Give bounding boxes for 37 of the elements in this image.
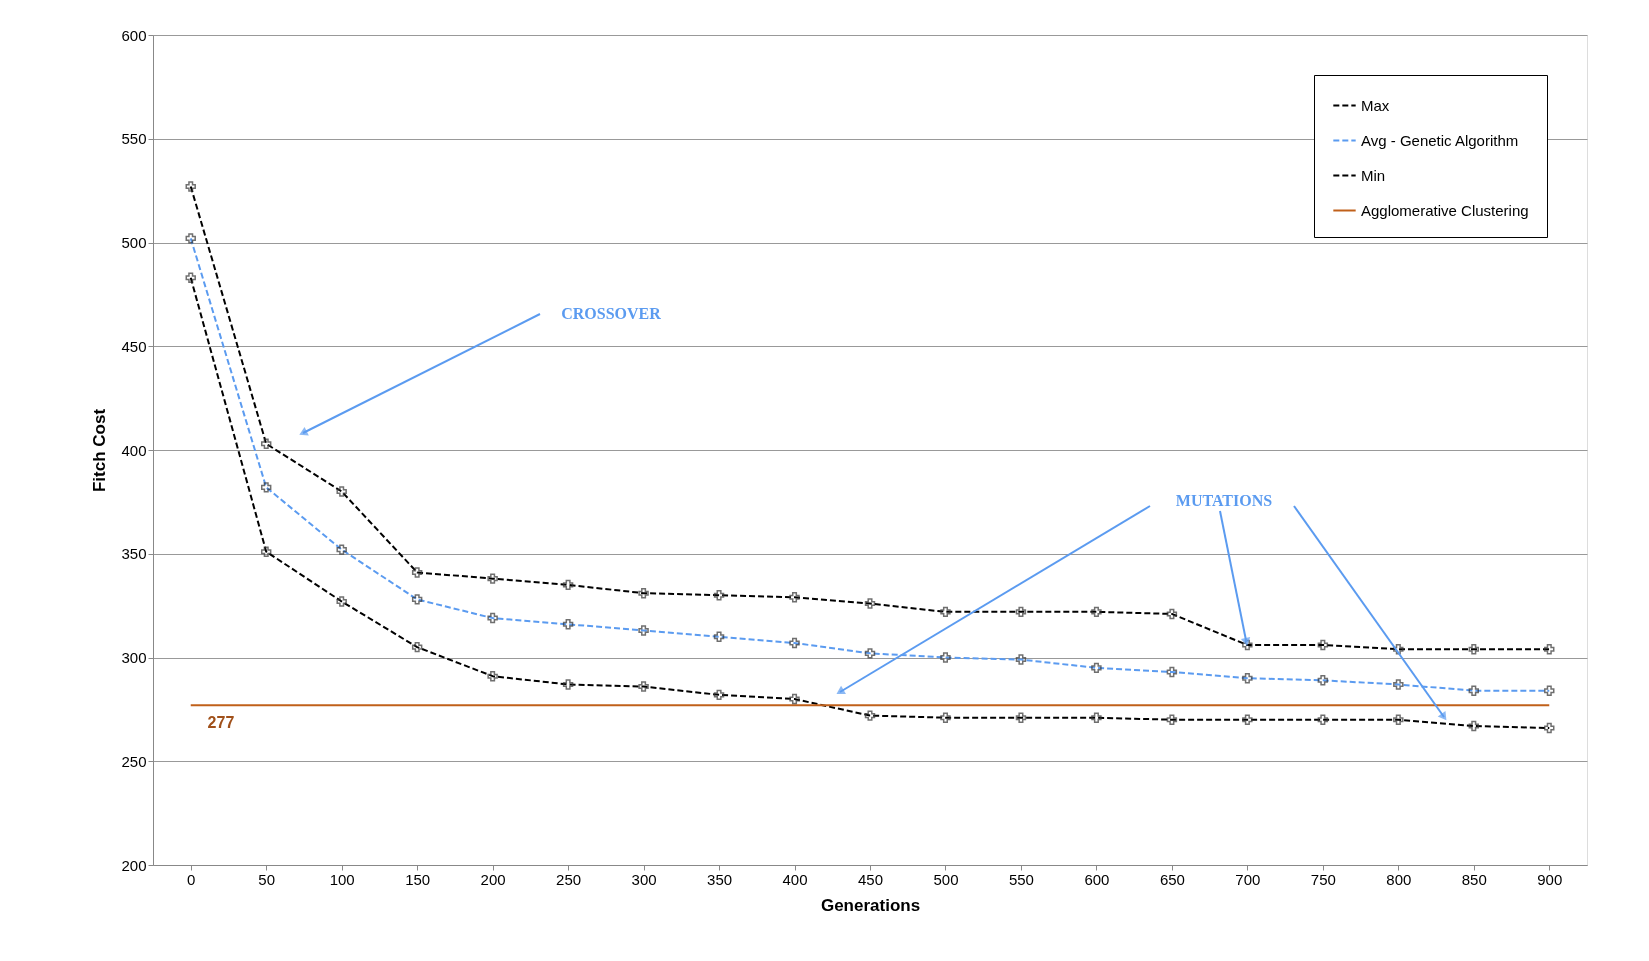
x-tick-label: 100 xyxy=(329,870,355,888)
x-tick-label: 50 xyxy=(258,870,276,888)
x-tick-label: 850 xyxy=(1461,870,1487,888)
annotation: 277 xyxy=(207,714,235,732)
x-tick-label: 300 xyxy=(631,870,657,888)
legend-label: Max xyxy=(1361,96,1390,114)
x-tick-label: 250 xyxy=(556,870,582,888)
x-tick-label: 400 xyxy=(782,870,808,888)
y-tick-label: 450 xyxy=(121,337,147,355)
x-axis-title: Generations xyxy=(820,895,921,915)
y-tick-label: 250 xyxy=(121,752,147,770)
x-tick-label: 0 xyxy=(187,870,196,888)
x-tick-label: 200 xyxy=(480,870,506,888)
x-tick-label: 650 xyxy=(1159,870,1185,888)
legend-label: Avg - Genetic Algorithm xyxy=(1361,131,1519,149)
y-tick-label: 550 xyxy=(121,130,147,148)
x-tick-label: 750 xyxy=(1310,870,1336,888)
y-axis-title: Fitch Cost xyxy=(90,408,110,493)
y-tick-label: 400 xyxy=(121,441,147,459)
y-tick-label: 350 xyxy=(121,545,147,563)
x-tick-label: 600 xyxy=(1084,870,1110,888)
y-tick-label: 200 xyxy=(121,856,147,874)
x-tick-label: 450 xyxy=(857,870,884,888)
annotation: MUTATIONS xyxy=(1175,492,1273,509)
x-tick-label: 900 xyxy=(1537,870,1563,888)
x-tick-label: 700 xyxy=(1235,870,1261,888)
x-tick-label: 550 xyxy=(1008,870,1034,888)
legend-label: Agglomerative Clustering xyxy=(1361,201,1529,219)
annotation: CROSSOVER xyxy=(561,305,662,322)
x-tick-label: 150 xyxy=(405,870,431,888)
x-tick-label: 800 xyxy=(1386,870,1412,888)
y-tick-label: 500 xyxy=(121,234,147,251)
y-tick-label: 300 xyxy=(121,649,147,666)
x-tick-label: 350 xyxy=(707,870,733,888)
legend-label: Min xyxy=(1361,166,1386,184)
x-tick-label: 500 xyxy=(933,870,959,888)
y-tick-label: 600 xyxy=(121,26,147,44)
